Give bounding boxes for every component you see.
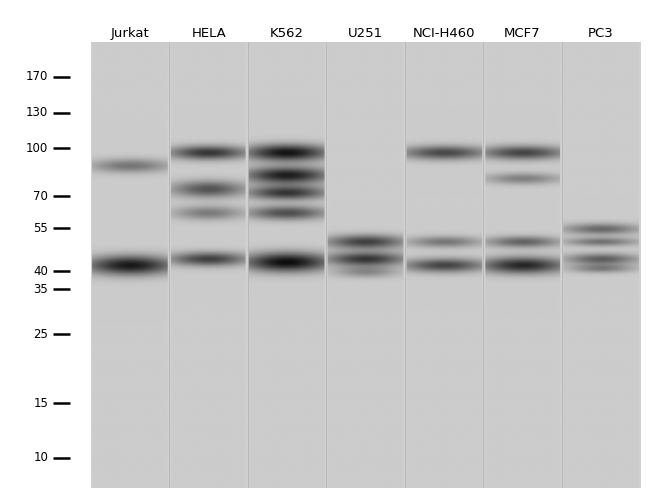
Text: 15: 15: [33, 396, 48, 409]
Text: 55: 55: [34, 222, 48, 235]
Text: 130: 130: [26, 106, 48, 119]
Text: 70: 70: [33, 190, 48, 202]
Text: U251: U251: [348, 27, 383, 40]
Text: PC3: PC3: [588, 27, 614, 40]
Text: K562: K562: [270, 27, 304, 40]
Text: 10: 10: [33, 451, 48, 464]
Text: 25: 25: [33, 328, 48, 341]
Text: 35: 35: [34, 283, 48, 296]
Text: NCI-H460: NCI-H460: [413, 27, 475, 40]
Text: Jurkat: Jurkat: [111, 27, 150, 40]
Text: HELA: HELA: [191, 27, 226, 40]
Text: 40: 40: [33, 265, 48, 278]
Text: 170: 170: [26, 70, 48, 83]
Text: 100: 100: [26, 142, 48, 154]
Text: MCF7: MCF7: [504, 27, 541, 40]
